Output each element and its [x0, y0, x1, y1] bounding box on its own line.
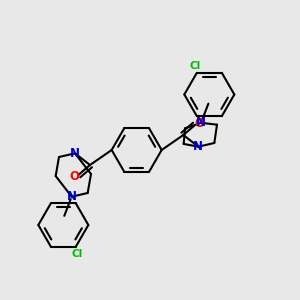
- Text: Cl: Cl: [72, 249, 83, 259]
- Text: Cl: Cl: [190, 61, 201, 70]
- Text: N: N: [70, 147, 80, 160]
- Text: N: N: [193, 140, 203, 153]
- Text: N: N: [196, 116, 206, 129]
- Text: O: O: [69, 170, 79, 183]
- Text: N: N: [67, 190, 77, 203]
- Text: O: O: [194, 117, 204, 130]
